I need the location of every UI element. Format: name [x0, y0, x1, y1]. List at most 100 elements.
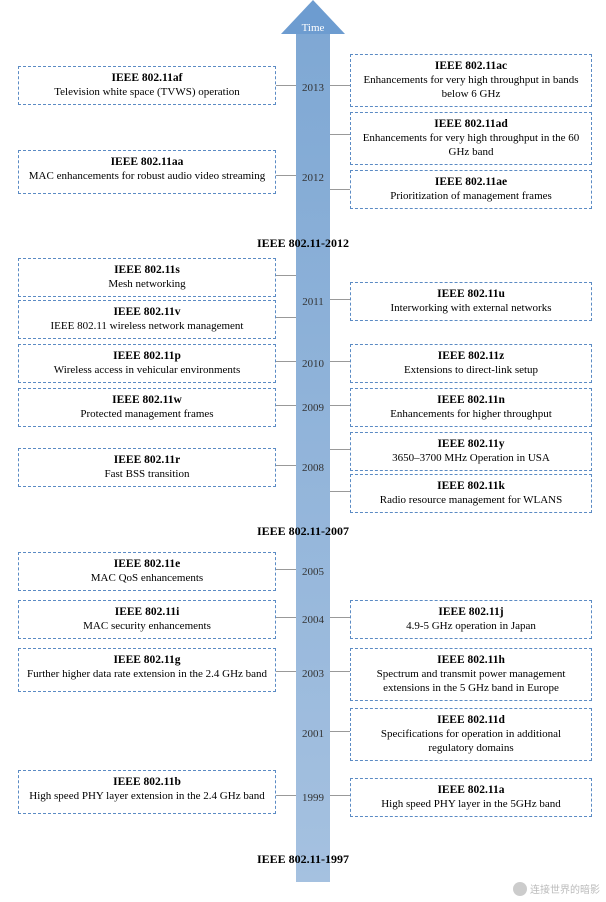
- standard-title: IEEE 802.11r: [25, 453, 269, 467]
- connector-line: [276, 465, 296, 466]
- standard-box: IEEE 802.11iMAC security enhancements: [18, 600, 276, 639]
- year-label: 2004: [296, 614, 330, 626]
- standard-box: IEEE 802.11aePrioritization of managemen…: [350, 170, 592, 209]
- standard-desc: Enhancements for very high throughput in…: [363, 132, 580, 158]
- connector-line: [276, 569, 296, 570]
- standard-desc: High speed PHY layer in the 5GHz band: [381, 798, 561, 810]
- standard-title: IEEE 802.11e: [25, 557, 269, 571]
- connector-line: [276, 317, 296, 318]
- watermark: 连接世界的暗影: [513, 881, 600, 896]
- standard-desc: Further higher data rate extension in th…: [27, 668, 267, 680]
- connector-line: [330, 361, 350, 362]
- standard-box: IEEE 802.11zExtensions to direct-link se…: [350, 344, 592, 383]
- year-label: 2010: [296, 358, 330, 370]
- standard-title: IEEE 802.11j: [357, 605, 585, 619]
- standard-box: IEEE 802.11y3650–3700 MHz Operation in U…: [350, 432, 592, 471]
- year-label: 2001: [296, 728, 330, 740]
- standard-box: IEEE 802.11pWireless access in vehicular…: [18, 344, 276, 383]
- year-label: 2009: [296, 402, 330, 414]
- standard-box: IEEE 802.11rFast BSS transition: [18, 448, 276, 487]
- connector-line: [330, 134, 350, 135]
- timeline-diagram: Time 2013 2012 2011 2010 2009 2008 2005 2004 200…: [0, 0, 606, 902]
- connector-line: [276, 85, 296, 86]
- standard-title: IEEE 802.11u: [357, 287, 585, 301]
- standard-title: IEEE 802.11h: [357, 653, 585, 667]
- standard-desc: Specifications for operation in addition…: [381, 728, 561, 754]
- timeline-arrow-shaft: [296, 30, 330, 882]
- connector-line: [330, 85, 350, 86]
- standard-box: IEEE 802.11bHigh speed PHY layer extensi…: [18, 770, 276, 814]
- connector-line: [330, 671, 350, 672]
- standard-desc: MAC enhancements for robust audio video …: [29, 170, 265, 182]
- standard-title: IEEE 802.11v: [25, 305, 269, 319]
- standard-title: IEEE 802.11n: [357, 393, 585, 407]
- standard-title: IEEE 802.11d: [357, 713, 585, 727]
- standard-desc: Enhancements for higher throughput: [390, 408, 552, 420]
- standard-desc: IEEE 802.11 wireless network management: [51, 320, 244, 332]
- standard-box: IEEE 802.11uInterworking with external n…: [350, 282, 592, 321]
- time-label: Time: [296, 22, 330, 34]
- connector-line: [276, 175, 296, 176]
- connector-line: [330, 491, 350, 492]
- standard-title: IEEE 802.11y: [357, 437, 585, 451]
- watermark-text: 连接世界的暗影: [530, 881, 600, 896]
- watermark-icon: [513, 882, 527, 896]
- milestone-label: IEEE 802.11-2012: [0, 236, 606, 251]
- standard-desc: Enhancements for very high throughput in…: [363, 74, 578, 100]
- standard-desc: Protected management frames: [80, 408, 213, 420]
- year-label: 2005: [296, 566, 330, 578]
- standard-desc: High speed PHY layer extension in the 2.…: [29, 790, 264, 802]
- connector-line: [330, 189, 350, 190]
- connector-line: [330, 617, 350, 618]
- standard-title: IEEE 802.11k: [357, 479, 585, 493]
- standard-desc: 4.9-5 GHz operation in Japan: [406, 620, 536, 632]
- standard-title: IEEE 802.11i: [25, 605, 269, 619]
- standard-title: IEEE 802.11p: [25, 349, 269, 363]
- year-label: 1999: [296, 792, 330, 804]
- year-label: 2011: [296, 296, 330, 308]
- year-label: 2012: [296, 172, 330, 184]
- standard-title: IEEE 802.11ad: [357, 117, 585, 131]
- year-label: 2003: [296, 668, 330, 680]
- standard-title: IEEE 802.11w: [25, 393, 269, 407]
- milestone-label: IEEE 802.11-1997: [0, 852, 606, 867]
- standard-desc: 3650–3700 MHz Operation in USA: [392, 452, 550, 464]
- connector-line: [330, 405, 350, 406]
- standard-box: IEEE 802.11dSpecifications for operation…: [350, 708, 592, 761]
- connector-line: [276, 275, 296, 276]
- standard-box: IEEE 802.11aaMAC enhancements for robust…: [18, 150, 276, 194]
- connector-line: [330, 731, 350, 732]
- standard-box: IEEE 802.11nEnhancements for higher thro…: [350, 388, 592, 427]
- standard-title: IEEE 802.11ae: [357, 175, 585, 189]
- standard-title: IEEE 802.11ac: [357, 59, 585, 73]
- standard-desc: Wireless access in vehicular environment…: [54, 364, 241, 376]
- connector-line: [276, 405, 296, 406]
- standard-box: IEEE 802.11wProtected management frames: [18, 388, 276, 427]
- standard-box: IEEE 802.11adEnhancements for very high …: [350, 112, 592, 165]
- standard-box: IEEE 802.11gFurther higher data rate ext…: [18, 648, 276, 692]
- year-label: 2013: [296, 82, 330, 94]
- standard-title: IEEE 802.11af: [25, 71, 269, 85]
- milestone-label: IEEE 802.11-2007: [0, 524, 606, 539]
- standard-desc: Spectrum and transmit power management e…: [377, 668, 566, 694]
- connector-line: [330, 449, 350, 450]
- connector-line: [276, 671, 296, 672]
- standard-box: IEEE 802.11vIEEE 802.11 wireless network…: [18, 300, 276, 339]
- connector-line: [330, 795, 350, 796]
- standard-desc: Radio resource management for WLANS: [380, 494, 562, 506]
- standard-box: IEEE 802.11aHigh speed PHY layer in the …: [350, 778, 592, 817]
- standard-title: IEEE 802.11aa: [25, 155, 269, 169]
- standard-box: IEEE 802.11kRadio resource management fo…: [350, 474, 592, 513]
- standard-box: IEEE 802.11acEnhancements for very high …: [350, 54, 592, 107]
- standard-title: IEEE 802.11z: [357, 349, 585, 363]
- standard-box: IEEE 802.11hSpectrum and transmit power …: [350, 648, 592, 701]
- standard-desc: Prioritization of management frames: [390, 190, 552, 202]
- standard-desc: Television white space (TVWS) operation: [54, 86, 240, 98]
- standard-desc: MAC QoS enhancements: [91, 572, 203, 584]
- connector-line: [330, 299, 350, 300]
- year-label: 2008: [296, 462, 330, 474]
- standard-desc: Interworking with external networks: [391, 302, 552, 314]
- standard-box: IEEE 802.11sMesh networking: [18, 258, 276, 297]
- standard-desc: Extensions to direct-link setup: [404, 364, 538, 376]
- standard-box: IEEE 802.11eMAC QoS enhancements: [18, 552, 276, 591]
